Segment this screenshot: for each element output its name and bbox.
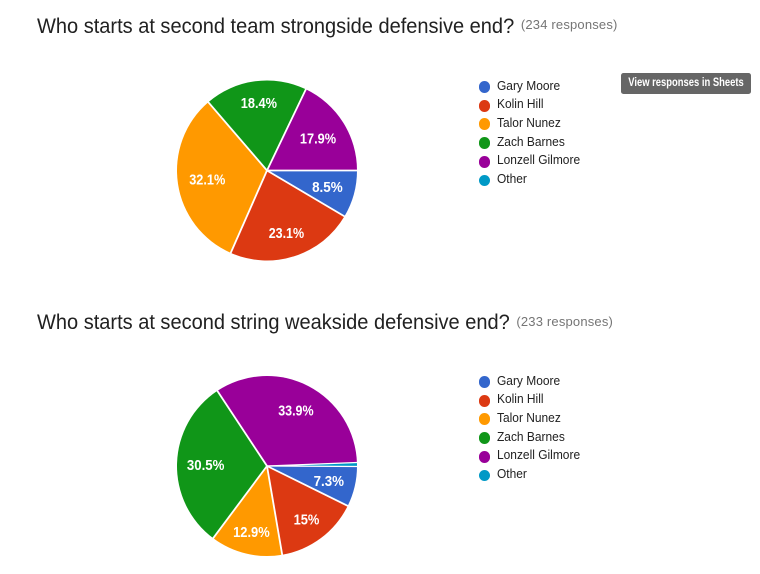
svg-text:15%: 15% [294, 511, 320, 528]
svg-text:23.1%: 23.1% [269, 225, 304, 242]
svg-text:33.9%: 33.9% [278, 402, 313, 419]
svg-text:18.4%: 18.4% [241, 95, 277, 112]
svg-text:30.5%: 30.5% [187, 457, 225, 474]
svg-text:12.9%: 12.9% [233, 524, 270, 541]
svg-text:17.9%: 17.9% [300, 130, 336, 147]
svg-text:7.3%: 7.3% [314, 473, 344, 490]
svg-text:32.1%: 32.1% [189, 172, 225, 189]
svg-text:8.5%: 8.5% [312, 179, 343, 196]
